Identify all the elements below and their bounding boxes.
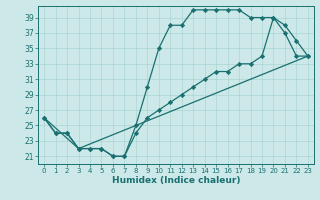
X-axis label: Humidex (Indice chaleur): Humidex (Indice chaleur) <box>112 176 240 185</box>
